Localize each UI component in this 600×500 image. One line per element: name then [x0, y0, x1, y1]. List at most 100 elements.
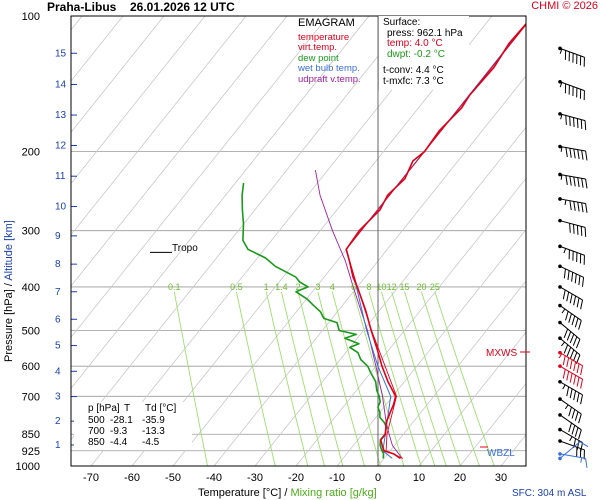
mixing-ratio-label: 2	[296, 282, 301, 292]
pressure-tick-label: 600	[22, 361, 40, 373]
table-col-td: Td [°C]	[145, 403, 177, 414]
isotherm-line	[71, 16, 411, 441]
isotherm-line	[71, 16, 329, 338]
isotherm-line	[71, 16, 206, 185]
temperature-tick-label: -30	[247, 472, 263, 484]
wind-barb	[558, 197, 588, 213]
mixing-ratio-lines	[173, 291, 495, 466]
mixing-ratio-line	[331, 291, 381, 466]
table-cell: -4.4	[110, 437, 128, 448]
y-axis-pressure-label: Pressure [hPa]	[3, 289, 15, 362]
temperature-tick-label: 30	[495, 472, 507, 484]
temperature-tick-label: -70	[83, 472, 99, 484]
y-axis-altitude-label: Altitude [km]	[3, 220, 15, 281]
temperature-tick-label: -60	[124, 472, 140, 484]
surface-press: press: 962.1 hPa	[387, 27, 463, 39]
legend-item: temperature	[298, 31, 350, 43]
mixing-ratio-line	[317, 291, 365, 466]
isotherm-line	[71, 16, 247, 236]
pressure-tick-label: 100	[22, 11, 40, 23]
altitude-tick-label: 6	[55, 314, 61, 325]
x-axis-title: Temperature [°C] / Mixing ratio [g/kg]	[198, 487, 377, 499]
table-row: 700 -9.3 -13.3	[74, 426, 192, 438]
y-axis-title: Pressure [hPa] / Altitude [km]	[3, 220, 15, 362]
pressure-tick-label: 925	[22, 446, 40, 458]
table-cell: -4.5	[142, 437, 160, 448]
table-row: 850 -4.4 -4.5	[74, 437, 192, 449]
wind-barb	[558, 144, 588, 161]
plot-frame	[70, 15, 527, 467]
sounding-datetime: 26.01.2026 12 UTC	[130, 0, 235, 14]
mixing-ratio-label: 25	[430, 282, 440, 292]
tropopause-label: Tropo	[172, 243, 198, 254]
pressure-tick-label: 200	[22, 146, 40, 158]
legend-item: udpraft v.temp.	[298, 73, 361, 85]
surface-tmxfc: t-mxfc: 7.3 °C	[383, 75, 444, 87]
y-axis-separator: /	[3, 281, 15, 290]
altitude-tick-label: 4	[55, 366, 61, 377]
surface-dwpt: dwpt: -0.2 °C	[387, 48, 445, 60]
mixing-ratio-line	[404, 291, 461, 466]
mxws-label: MXWS	[486, 348, 517, 359]
table-cell: 700	[88, 426, 105, 437]
wind-barb	[558, 350, 584, 376]
isotherm-grid	[71, 16, 526, 466]
wind-barb	[558, 320, 581, 349]
wind-barb	[558, 264, 585, 287]
isotherm-line	[336, 229, 526, 466]
mixing-ratio-label: 20	[416, 282, 426, 292]
mixing-ratio-label: 8	[367, 282, 372, 292]
mixing-ratio-label: 0.1	[168, 282, 181, 292]
table-col-t: T	[124, 403, 131, 414]
mixing-ratio-line	[280, 291, 325, 466]
x-axis-temperature-label: Temperature [°C]	[198, 487, 281, 499]
mixing-ratio-line	[173, 291, 208, 466]
table-cell: 500	[88, 415, 105, 426]
altitude-tick-label: 10	[55, 201, 67, 212]
pressure-tick-label: 700	[22, 391, 40, 403]
altitude-tick-label: 2	[55, 416, 61, 427]
wind-barb	[558, 380, 584, 405]
mixing-ratio-label: 1.4	[275, 282, 288, 292]
isotherm-line	[71, 16, 165, 133]
altitude-tick-label: 3	[55, 392, 61, 403]
isotherm-line	[213, 75, 526, 466]
sounding-series	[241, 22, 526, 460]
wind-barb	[558, 336, 581, 364]
mixing-ratio-line	[380, 291, 436, 466]
copyright: CHMI © 2026	[531, 0, 598, 12]
altitude-tick-label: 13	[55, 110, 67, 121]
isotherm-line	[254, 126, 526, 466]
temperature-tick-label: -20	[288, 472, 304, 484]
wind-barb	[558, 439, 585, 460]
surface-title: Surface:	[383, 17, 421, 28]
mixing-ratio-label: 3	[315, 282, 320, 292]
isotherm-line	[71, 16, 288, 287]
mixing-ratio-line	[391, 291, 447, 466]
wind-barb	[558, 244, 585, 265]
temperature-tick-label: -50	[165, 472, 181, 484]
station-name: Praha-Libus	[47, 0, 117, 14]
series-temperature	[345, 22, 526, 460]
mixing-ratio-label: 12	[387, 282, 397, 292]
legend-item: virt.temp.	[298, 42, 338, 53]
table-cell: 850	[88, 437, 105, 448]
x-axis-mixing-label: Mixing ratio [g/kg]	[290, 487, 376, 499]
wind-barb	[558, 218, 587, 237]
level-table-header: p [hPa] T Td [°C]	[74, 403, 192, 416]
table-cell: -13.3	[142, 426, 165, 437]
mixing-ratio-line	[235, 291, 276, 466]
wind-barb	[558, 441, 589, 461]
level-table: p [hPa] T Td [°C] 500 -28.1 -35.9 700 -9.3 -1…	[74, 402, 192, 450]
wind-barb	[558, 79, 585, 101]
altitude-tick-label: 14	[55, 80, 67, 91]
table-cell: -35.9	[142, 415, 165, 426]
pressure-tick-label: 850	[22, 429, 40, 441]
isotherm-line	[459, 382, 526, 466]
altitude-tick-label: 7	[55, 287, 61, 298]
isotherm-line	[131, 16, 493, 466]
pressure-tick-label: 500	[22, 326, 40, 338]
temperature-tick-label: 20	[454, 472, 466, 484]
altitude-tick-label: 11	[55, 171, 66, 182]
